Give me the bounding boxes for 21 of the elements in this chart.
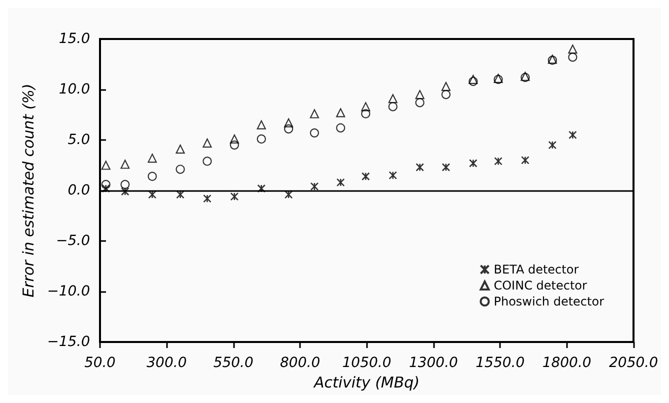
y-tick-label: −15.0 (47, 334, 90, 350)
x-tick-label: 550.0 (213, 355, 254, 371)
legend-label: Phoswich detector (494, 294, 604, 308)
y-tick-label: 0.0 (68, 182, 90, 198)
x-tick-label: 300.0 (146, 355, 187, 371)
x-tick-label: 1550.0 (476, 355, 525, 371)
x-axis-title: Activity (MBq) (312, 373, 420, 392)
y-axis-title: Error in estimated count (%) (20, 84, 38, 298)
y-tick-label: 15.0 (58, 31, 90, 47)
y-tick-label: −10.0 (47, 284, 90, 300)
x-tick-label: 1800.0 (542, 355, 592, 371)
legend-label: BETA detector (494, 262, 579, 276)
y-tick-label: 10.0 (58, 82, 90, 98)
x-tick-label: 1050.0 (342, 355, 392, 371)
x-tick-label: 800.0 (280, 355, 320, 371)
x-tick-label: 1300.0 (408, 355, 458, 371)
x-tick-label: 2050.0 (609, 355, 658, 371)
x-tick-label: 50.0 (84, 355, 116, 371)
y-tick-label: −5.0 (56, 233, 90, 249)
y-tick-label: 5.0 (68, 132, 90, 148)
legend-label: COINC detector (494, 278, 587, 292)
